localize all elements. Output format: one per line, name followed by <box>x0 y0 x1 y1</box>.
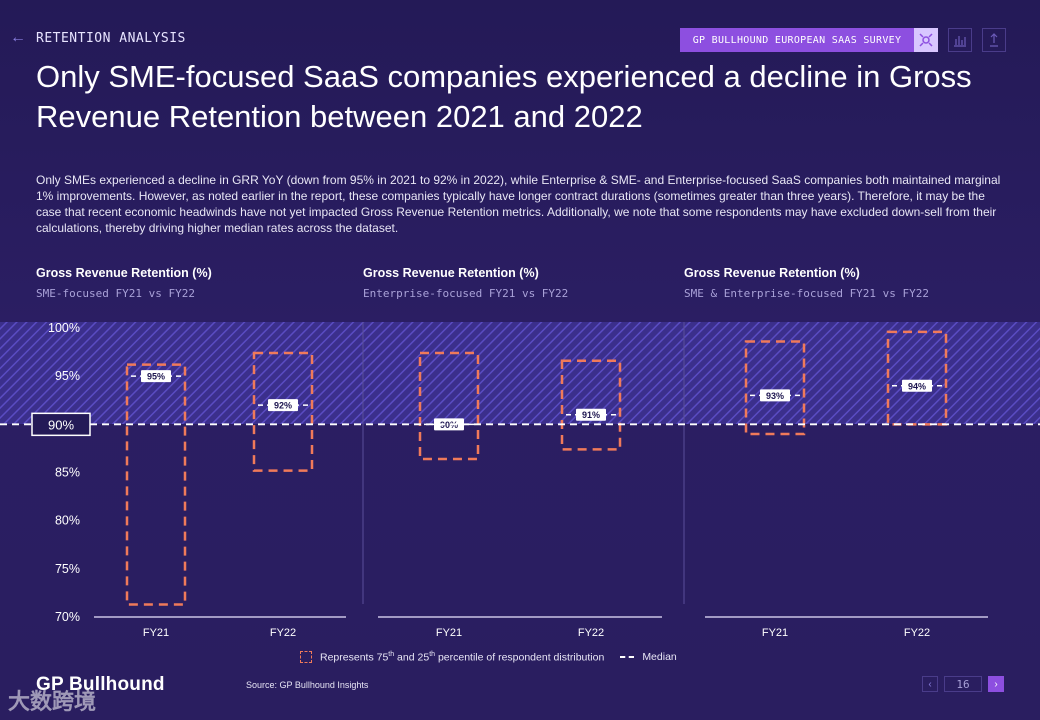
x-tick-label: FY21 <box>143 627 169 639</box>
legend-box-swatch <box>300 651 312 664</box>
x-tick-label: FY21 <box>436 627 462 639</box>
panel-header-sme: Gross Revenue Retention (%) SME-focused … <box>36 266 212 300</box>
topbar: ← RETENTION ANALYSIS <box>10 30 186 46</box>
y-tick-label: 75% <box>55 562 80 576</box>
y-tick-label: 85% <box>55 466 80 480</box>
x-tick-label: FY22 <box>578 627 604 639</box>
panel-subtitle: Enterprise-focused FY21 vs FY22 <box>363 287 569 300</box>
survey-badge[interactable]: GP BULLHOUND EUROPEAN SAAS SURVEY <box>680 28 914 52</box>
reference-label: 90% <box>48 417 74 432</box>
percentile-box <box>252 351 314 472</box>
chart-legend: Represents 75th and 25th percentile of r… <box>300 651 677 664</box>
median-data-label: 91% <box>582 410 600 420</box>
y-tick-label: 80% <box>55 514 80 528</box>
source-note: Source: GP Bullhound Insights <box>246 680 369 690</box>
x-tick-label: FY22 <box>904 627 930 639</box>
panel-header-enterprise: Gross Revenue Retention (%) Enterprise-f… <box>363 266 568 300</box>
median-label-bg <box>268 399 298 412</box>
chevron-left-icon[interactable]: ‹ <box>922 676 938 692</box>
y-tick-label: 100% <box>48 321 80 335</box>
percentile-box <box>560 359 622 451</box>
median-data-label: 93% <box>766 391 784 401</box>
watermark: 大数跨境 <box>8 689 97 714</box>
section-label: RETENTION ANALYSIS <box>36 30 186 46</box>
median-label-bg <box>760 389 790 402</box>
median-data-label: 90% <box>440 420 458 430</box>
intro-paragraph: Only SMEs experienced a decline in GRR Y… <box>36 173 1001 235</box>
pagination: ‹ 16 › <box>922 676 1004 692</box>
legend-box-label: Represents 75th and 25th percentile of r… <box>320 651 605 664</box>
panel-subtitle: SME & Enterprise-focused FY21 vs FY22 <box>684 287 930 300</box>
panel-header-sme-enterprise: Gross Revenue Retention (%) SME & Enterp… <box>684 266 929 300</box>
median-data-label: 94% <box>908 381 926 391</box>
percentile-box <box>418 351 480 461</box>
panel-title: Gross Revenue Retention (%) <box>363 266 539 280</box>
bull-logo-icon <box>914 28 938 52</box>
page-number[interactable]: 16 <box>944 676 982 692</box>
panel-title: Gross Revenue Retention (%) <box>684 266 860 280</box>
median-label-bg <box>434 418 464 431</box>
panel-title: Gross Revenue Retention (%) <box>36 266 212 280</box>
reference-label-box <box>31 412 91 437</box>
panel-subtitle: SME-focused FY21 vs FY22 <box>36 287 195 300</box>
x-tick-label: FY22 <box>270 627 296 639</box>
median-data-label: 95% <box>147 372 165 382</box>
legend-median-swatch <box>620 656 635 659</box>
median-label-bg <box>576 408 606 421</box>
page-title: Only SME-focused SaaS companies experien… <box>36 59 972 134</box>
legend-median-label: Median <box>642 651 677 664</box>
above-threshold-band <box>0 322 1040 424</box>
chevron-right-icon[interactable]: › <box>988 676 1004 692</box>
share-icon[interactable] <box>982 28 1006 52</box>
gp-bullhound-logo: GP Bullhound <box>36 674 165 695</box>
chart-icon[interactable] <box>948 28 972 52</box>
arrow-left-icon[interactable]: ← <box>10 29 26 46</box>
retention-box-chart: 100% 95% 85% 80% 75% 70% 95% FY21 92% FY22 90% FY21… <box>0 321 1040 639</box>
y-tick-label: 70% <box>55 610 80 624</box>
median-data-label: 92% <box>274 401 292 411</box>
median-label-bg <box>902 379 932 392</box>
median-label-bg <box>141 370 171 383</box>
x-tick-label: FY21 <box>762 627 788 639</box>
y-tick-label: 95% <box>55 369 80 383</box>
